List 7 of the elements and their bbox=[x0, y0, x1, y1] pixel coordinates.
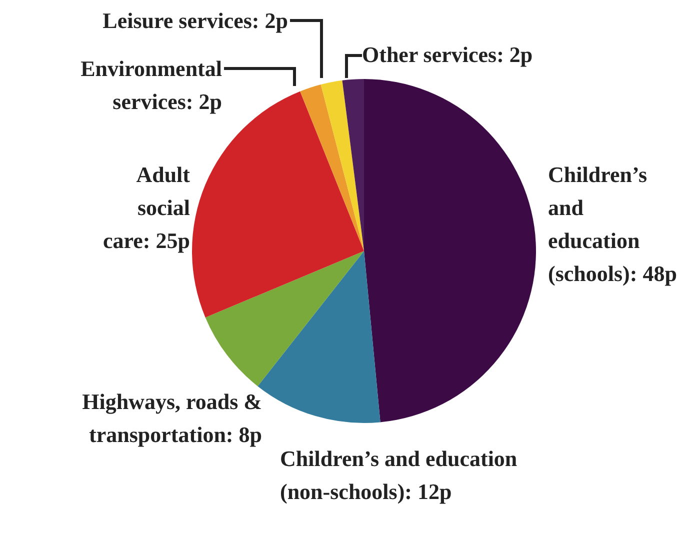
slice-label: Children’s and education (schools): 48p bbox=[548, 161, 678, 288]
slice-label: Highways, roads & transportation: 8p bbox=[81, 388, 262, 449]
slice-label: Environmental services: 2p bbox=[80, 55, 222, 116]
slice-label: Other services: 2p bbox=[362, 41, 534, 69]
slice-label: Leisure services: 2p bbox=[102, 7, 288, 35]
slice-label: Adult social care: 25p bbox=[102, 161, 190, 255]
slice-label: Children’s and education (non-schools): 12p bbox=[280, 445, 518, 506]
